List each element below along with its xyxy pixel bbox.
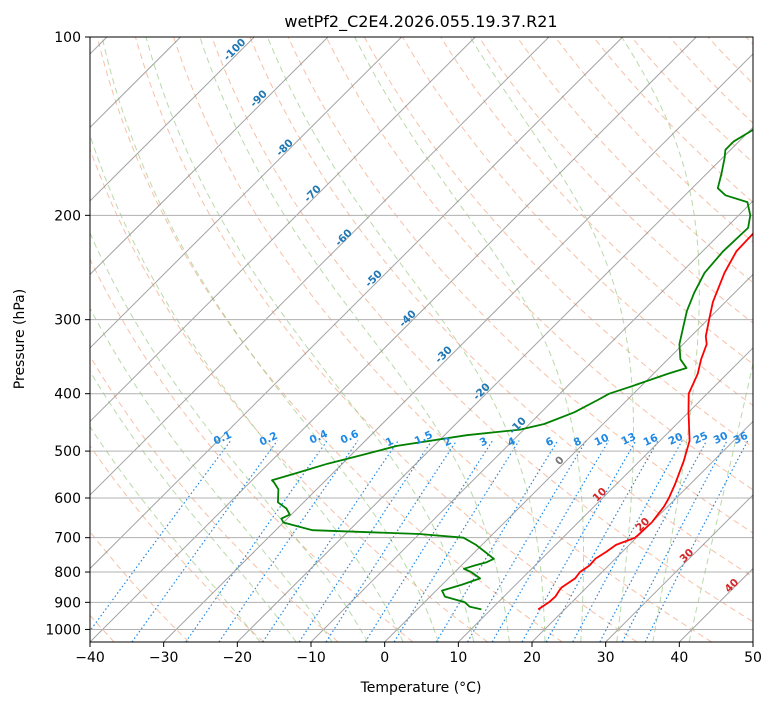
- mixing-ratio-line: [218, 440, 359, 642]
- moist-adiabat-line: [90, 133, 404, 642]
- isotherm-line: [90, 37, 329, 276]
- x-tick-label: 40: [670, 650, 688, 666]
- isotherm-line: [163, 53, 753, 642]
- moist-adiabat-line: [145, 37, 475, 642]
- mixing-ratio-label: 20: [667, 431, 685, 448]
- dry-adiabat-line: [402, 37, 753, 406]
- mixing-ratio-label: 25: [692, 430, 710, 447]
- dry-adiabat-line: [325, 37, 753, 491]
- mixing-ratio-label: 2: [442, 435, 454, 449]
- dry-adiabat-line: [478, 37, 753, 324]
- mixing-ratio-lines: [90, 440, 749, 642]
- mixing-ratio-line: [435, 440, 559, 642]
- mixing-ratio-line: [599, 440, 708, 642]
- mixing-ratio-line: [90, 440, 232, 632]
- y-axis-ticks: 100 200 300 400 500 600 700 800 900 1000: [45, 30, 90, 638]
- dry-adiabat-line: [173, 37, 712, 642]
- isotherms: [90, 37, 753, 642]
- y-tick-label: 400: [54, 387, 81, 403]
- y-tick-label: 500: [54, 444, 81, 460]
- dry-adiabat-line: [211, 37, 753, 623]
- mixing-ratio-label: 30: [712, 430, 730, 447]
- moist-adiabat-line: [688, 361, 753, 642]
- profile-series: [271, 128, 753, 611]
- x-tick-label: 50: [744, 650, 762, 666]
- isotherm-line: [310, 200, 753, 642]
- mixing-ratio-label: 16: [642, 432, 660, 449]
- isotherm-line: [457, 347, 753, 642]
- mixing-ratio-label: 6: [544, 435, 556, 449]
- moist-adiabat-line: [90, 425, 261, 642]
- mixing-ratio-label: 4: [506, 435, 518, 449]
- isotherm-line: [90, 37, 697, 642]
- x-axis-label: Temperature (°C): [360, 680, 482, 696]
- mixing-ratio-label: 13: [620, 431, 638, 448]
- mixing-ratio-line: [185, 440, 328, 642]
- isotherm-line: [531, 420, 753, 642]
- moist-adiabat-line: [90, 231, 369, 642]
- isotherm-line: [90, 37, 623, 570]
- isotherm-line: [90, 37, 476, 423]
- dry-adiabat-line: [516, 37, 753, 284]
- mixing-ratio-label: 8: [572, 435, 584, 449]
- x-tick-label: 0: [380, 650, 389, 666]
- y-tick-label: 700: [54, 531, 81, 547]
- x-tick-label: 10: [449, 650, 467, 666]
- dry-adiabat-line: [287, 37, 753, 534]
- y-tick-label: 1000: [45, 622, 81, 638]
- x-tick-label: −40: [75, 650, 105, 666]
- y-tick-label: 200: [54, 208, 81, 224]
- moist-adiabat-line: [199, 37, 510, 642]
- isotherm-line: [90, 37, 255, 202]
- dry-adiabat-line: [631, 37, 753, 164]
- mixing-ratio-line: [262, 440, 399, 642]
- isotherm-line: [384, 273, 753, 642]
- mixing-ratio-line: [393, 440, 520, 642]
- mixing-ratio-label: 3: [478, 435, 490, 449]
- plot-frame: [89, 36, 754, 643]
- isotherm-line: [236, 126, 753, 642]
- moist-adiabat-line: [90, 370, 297, 642]
- x-axis-ticks: −40 −30 −20 −10 0 10 20 30 40 50: [75, 642, 762, 666]
- dry-adiabat-line: [592, 37, 753, 204]
- y-tick-label: 600: [54, 491, 81, 507]
- chart-title: wetPf2_C2E4.2026.055.19.37.R21: [284, 12, 557, 32]
- mixing-ratio-line: [644, 440, 749, 642]
- mixing-ratio-label: 10: [593, 432, 611, 449]
- mixing-ratio-label: 1: [384, 435, 396, 449]
- y-tick-label: 800: [54, 565, 81, 581]
- isotherm-line: [90, 37, 402, 349]
- mixing-ratio-line: [621, 440, 728, 642]
- x-tick-label: −20: [223, 650, 253, 666]
- y-tick-label: 900: [54, 595, 81, 611]
- moist-adiabat-line: [101, 37, 439, 642]
- dry-adiabat-line: [134, 37, 638, 642]
- dry-adiabat-line: [249, 37, 753, 578]
- y-axis-label: Pressure (hPa): [12, 289, 28, 389]
- moist-adiabat-line: [267, 37, 546, 642]
- y-tick-label: 100: [54, 30, 81, 46]
- mixing-ratio-label: 36: [732, 430, 750, 447]
- x-tick-label: −10: [296, 650, 326, 666]
- series-line-0: [537, 232, 753, 611]
- isobar-grid: [90, 36, 753, 630]
- x-tick-label: 20: [523, 650, 541, 666]
- mixing-ratio-line: [131, 440, 278, 642]
- mixing-ratio-line: [298, 440, 433, 642]
- x-tick-label: 30: [597, 650, 615, 666]
- y-tick-label: 300: [54, 313, 81, 329]
- x-tick-label: −30: [149, 650, 179, 666]
- mixing-ratio-line: [466, 440, 587, 642]
- dry-adiabat-line: [90, 445, 264, 642]
- mixing-ratio-line: [521, 440, 637, 642]
- isotherm-line: [605, 494, 753, 642]
- series-line-1: [271, 128, 753, 611]
- moist-adiabat-line: [90, 307, 333, 642]
- isotherm-line: [90, 37, 550, 496]
- moist-adiabat-line: [354, 37, 584, 642]
